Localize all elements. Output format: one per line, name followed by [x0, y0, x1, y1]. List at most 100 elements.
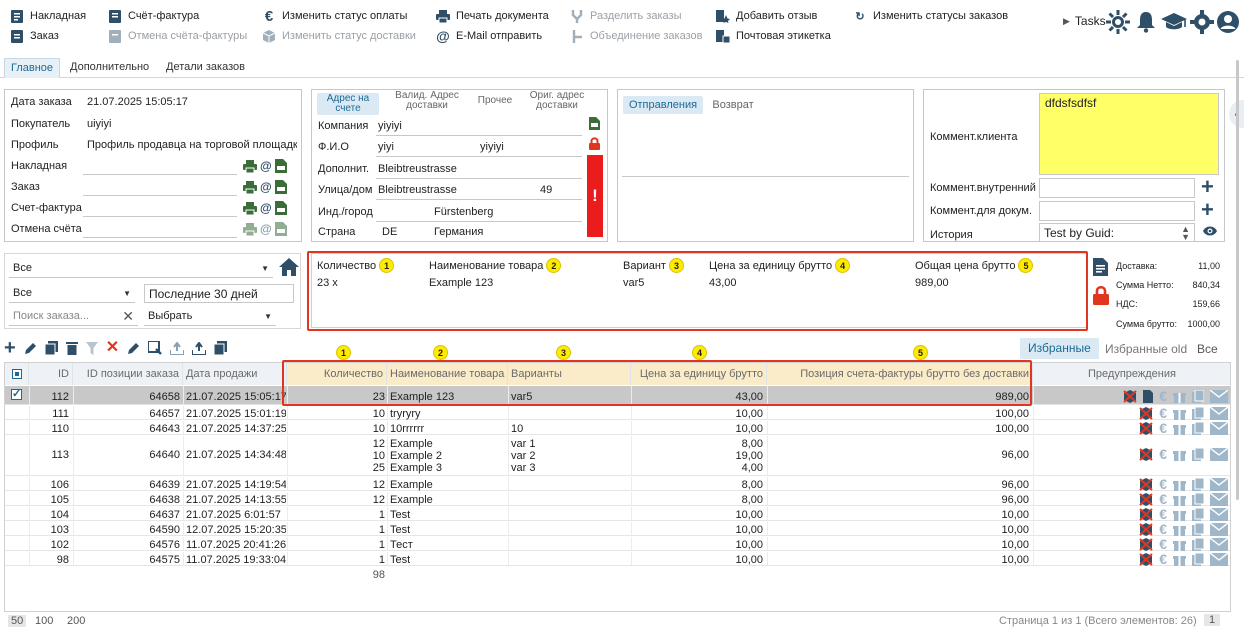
- copy-icon[interactable]: [44, 341, 58, 355]
- gift-box-icon[interactable]: [1173, 390, 1186, 403]
- tab-all[interactable]: Все: [1197, 342, 1218, 356]
- lock-icon[interactable]: [589, 137, 600, 150]
- filter-select-1[interactable]: Все ▼: [9, 259, 273, 278]
- tab-other[interactable]: Прочее: [477, 95, 513, 106]
- page-number[interactable]: 1: [1204, 614, 1221, 626]
- mail-icon[interactable]: [1210, 538, 1228, 551]
- lock-icon[interactable]: [1093, 285, 1109, 305]
- mail-icon[interactable]: [1210, 508, 1228, 521]
- col-invoice-position-header[interactable]: Позиция счета-фактуры брутто без доставк…: [767, 363, 1033, 385]
- euro-icon[interactable]: €: [1159, 405, 1167, 421]
- filter-select-2[interactable]: Все ▼: [9, 284, 135, 303]
- page-size-100[interactable]: 100: [35, 615, 54, 627]
- tab-original-address[interactable]: Ориг. адрес доставки: [529, 90, 585, 111]
- bell-icon[interactable]: [1132, 9, 1160, 35]
- row-checkbox[interactable]: [11, 438, 22, 449]
- add-internal-comment-icon[interactable]: +: [1201, 174, 1214, 199]
- gift-box-icon[interactable]: [1173, 508, 1186, 521]
- table-row[interactable]: 102 64576 11.07.2025 20:41:26 1 Тест 10,00 10,…: [5, 536, 1230, 552]
- euro-icon[interactable]: €: [1159, 388, 1167, 404]
- no-shipping-icon[interactable]: [1139, 407, 1153, 420]
- order-button[interactable]: Заказ: [10, 28, 59, 44]
- table-row[interactable]: 113 64640 21.07.2025 14:34:48 12 Example var …: [5, 436, 1230, 476]
- email-at-icon[interactable]: @: [260, 180, 272, 194]
- house-number-value[interactable]: 49: [540, 184, 553, 196]
- notes-icon[interactable]: [1192, 538, 1204, 551]
- euro-icon[interactable]: €: [1159, 420, 1167, 436]
- row-checkbox[interactable]: [11, 423, 22, 434]
- gift-box-icon[interactable]: [1173, 407, 1186, 420]
- document-icon[interactable]: [274, 222, 287, 236]
- gift-box-icon[interactable]: [1173, 523, 1186, 536]
- document-icon[interactable]: [1143, 390, 1154, 403]
- gift-box-icon[interactable]: [1173, 493, 1186, 506]
- first-name-value[interactable]: yiyi: [378, 141, 394, 153]
- mail-icon[interactable]: [1210, 523, 1228, 536]
- settings-sun-icon[interactable]: [1104, 9, 1132, 35]
- change-delivery-status-button[interactable]: Изменить статус доставки: [262, 28, 416, 44]
- col-warnings-header[interactable]: Предупреждения: [1033, 363, 1230, 385]
- gift-box-icon[interactable]: [1173, 448, 1186, 461]
- table-row[interactable]: 105 64638 21.07.2025 14:13:55 12 Example 8,00…: [5, 492, 1230, 506]
- doc-comment-field[interactable]: [1039, 201, 1195, 221]
- address-warning[interactable]: !: [587, 155, 603, 237]
- edit-pencil-icon[interactable]: [24, 342, 37, 355]
- gift-box-icon[interactable]: [1173, 478, 1186, 491]
- street-value[interactable]: Bleibtreustrasse: [378, 184, 457, 196]
- notes-icon[interactable]: [1192, 448, 1204, 461]
- col-position-id-header[interactable]: ID позиции заказа: [73, 363, 183, 385]
- table-row[interactable]: ✓ 112 64658 21.07.2025 15:05:17 23 Example 12…: [5, 386, 1230, 405]
- print-icon[interactable]: [243, 180, 257, 194]
- tab-validated-address[interactable]: Валид. Адрес доставки: [395, 90, 459, 111]
- extra-value[interactable]: Bleibtreustrasse: [378, 163, 457, 175]
- document-icon[interactable]: [274, 201, 287, 215]
- postal-label-button[interactable]: Почтовая этикетка: [716, 28, 831, 44]
- document-icon[interactable]: [274, 159, 287, 173]
- table-row[interactable]: 106 64639 21.07.2025 14:19:54 12 Example 8,00…: [5, 476, 1230, 492]
- euro-icon[interactable]: €: [1159, 551, 1167, 567]
- no-shipping-icon[interactable]: [1139, 553, 1153, 566]
- export-copy-icon[interactable]: [214, 341, 228, 355]
- euro-icon[interactable]: €: [1159, 506, 1167, 522]
- no-shipping-icon[interactable]: [1139, 493, 1153, 506]
- document-icon[interactable]: [274, 180, 287, 194]
- euro-icon[interactable]: €: [1159, 476, 1167, 492]
- buyer-value[interactable]: uiyiyi: [87, 118, 112, 130]
- gift-box-icon[interactable]: [1173, 553, 1186, 566]
- country-code-value[interactable]: DE: [382, 226, 398, 238]
- no-shipping-icon[interactable]: [1139, 448, 1153, 461]
- waybill-button[interactable]: Накладная: [10, 8, 86, 24]
- edit-multi-icon[interactable]: [127, 342, 140, 355]
- document-icon[interactable]: [589, 117, 600, 130]
- history-select[interactable]: Test by Guid: ▲ ▼: [1039, 223, 1195, 242]
- page-size-200[interactable]: 200: [67, 615, 86, 627]
- table-row[interactable]: 98 64575 11.07.2025 19:33:04 1 Test 10,00 10,0…: [5, 551, 1230, 567]
- notes-icon[interactable]: [1192, 493, 1204, 506]
- last-name-value[interactable]: yiyiyi: [480, 141, 504, 153]
- mail-icon[interactable]: [1210, 493, 1228, 506]
- select-all-checkbox[interactable]: [5, 363, 29, 385]
- eye-icon[interactable]: [1203, 226, 1217, 236]
- table-row[interactable]: 110 64643 21.07.2025 14:37:25 10 10rrrrrr 10 1…: [5, 420, 1230, 436]
- row-checkbox[interactable]: [11, 539, 22, 550]
- gear-icon[interactable]: [1188, 9, 1216, 35]
- col-quantity-header[interactable]: Количество: [287, 363, 387, 385]
- col-sale-date-header[interactable]: Дата продажи: [183, 363, 287, 385]
- notes-icon[interactable]: [1192, 508, 1204, 521]
- table-row[interactable]: 104 64637 21.07.2025 6:01:57 1 Test 10,00 10,0…: [5, 506, 1230, 522]
- internal-comment-field[interactable]: [1039, 178, 1195, 198]
- row-checkbox[interactable]: ✓: [11, 388, 22, 400]
- col-variants-header[interactable]: Варианты: [508, 363, 631, 385]
- home-icon[interactable]: [279, 257, 299, 277]
- euro-icon[interactable]: €: [1159, 521, 1167, 537]
- no-shipping-icon[interactable]: [1139, 523, 1153, 536]
- tab-favorites-old[interactable]: Избранные old: [1105, 342, 1188, 356]
- row-checkbox[interactable]: [11, 509, 22, 520]
- euro-icon[interactable]: €: [1159, 536, 1167, 552]
- no-shipping-icon[interactable]: [1139, 538, 1153, 551]
- tab-main[interactable]: Главное: [4, 58, 61, 78]
- email-at-icon[interactable]: @: [260, 201, 272, 215]
- filter-icon[interactable]: [85, 341, 98, 355]
- no-shipping-icon[interactable]: [1123, 390, 1137, 403]
- col-product-name-header[interactable]: Наименование товара: [387, 363, 508, 385]
